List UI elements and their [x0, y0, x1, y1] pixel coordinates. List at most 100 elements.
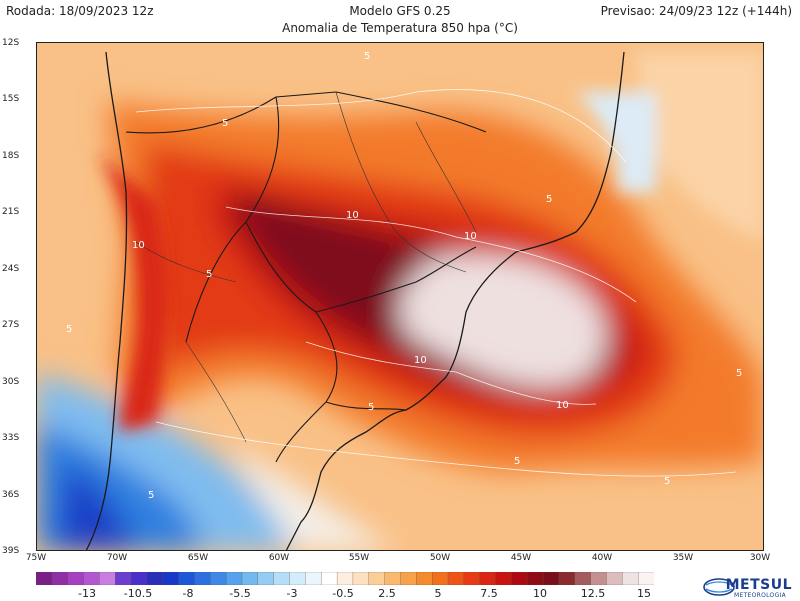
temperature-anomaly-map: 5 5 5 5 10 10 10 5 10 5 5 5 5 10 5 — [36, 42, 764, 551]
colorbar — [36, 572, 654, 585]
lon-label: 65W — [187, 553, 209, 563]
coastline — [285, 51, 625, 551]
model-label: Modelo GFS 0.25 — [349, 4, 451, 18]
lon-label: 55W — [348, 553, 370, 563]
colorbar-label: -5.5 — [229, 587, 251, 600]
extreme-warm-anomaly-zone — [398, 254, 606, 387]
contour-label: 5 — [664, 476, 670, 487]
metsul-logo-tagline: METEOROLOGIA — [733, 592, 786, 599]
lon-label: 35W — [672, 553, 694, 563]
lon-label: 75W — [25, 553, 47, 563]
contour-label: 5 — [514, 456, 520, 467]
globe-logo-icon — [703, 578, 735, 596]
contour-label: 5 — [206, 269, 212, 280]
colorbar-swatch — [273, 572, 290, 585]
colorbar-swatch — [130, 572, 148, 585]
contour-label: 5 — [364, 51, 370, 62]
colorbar-swatch — [257, 572, 275, 585]
state-border — [135, 91, 477, 443]
colorbar-swatch — [305, 572, 322, 585]
lon-label: 45W — [510, 553, 532, 563]
colorbar-label: -13 — [78, 587, 96, 600]
colorbar-swatch — [606, 572, 623, 585]
contour-label: 5 — [546, 194, 552, 205]
colorbar-swatch — [542, 572, 560, 585]
ocean-warm-east — [636, 52, 764, 242]
run-time-label: Rodada: 18/09/2023 12z — [6, 4, 154, 18]
contour-label: 5 — [148, 490, 154, 501]
colorbar-label: 10 — [533, 587, 547, 600]
lon-label: 60W — [268, 553, 290, 563]
lat-label: 33S — [2, 433, 20, 443]
colorbar-swatch — [51, 572, 69, 585]
colorbar-swatch — [352, 572, 370, 585]
lat-label: 36S — [2, 490, 20, 500]
contour-label: 5 — [736, 368, 742, 379]
colorbar-swatch — [99, 572, 116, 585]
colorbar-swatch — [321, 572, 338, 585]
colorbar-swatch — [527, 572, 544, 585]
colorbar-swatch — [83, 572, 100, 585]
cold-anomaly-zone — [56, 462, 136, 551]
metsul-logo-text: METSUL — [725, 577, 792, 593]
lon-label: 40W — [591, 553, 613, 563]
lat-label: 18S — [2, 151, 20, 161]
colorbar-swatch — [115, 572, 132, 585]
contour-label: 10 — [132, 240, 145, 251]
colorbar-swatch — [162, 572, 180, 585]
contour-label: 5 — [66, 324, 72, 335]
cool-ocean-east — [576, 92, 656, 192]
colorbar-swatch — [431, 572, 449, 585]
colorbar-label: -8 — [182, 587, 194, 600]
colorbar-swatch — [178, 572, 195, 585]
forecast-time-label: Previsao: 24/09/23 12z (+144h) — [600, 4, 792, 18]
colorbar-swatch — [638, 572, 654, 585]
colorbar-swatch — [336, 572, 354, 585]
lat-label: 12S — [2, 38, 20, 48]
colorbar-label: -0.5 — [332, 587, 354, 600]
contour-label: 10 — [464, 231, 477, 242]
lat-label: 30S — [2, 377, 20, 387]
colorbar-label: 2.5 — [378, 587, 396, 600]
colorbar-label: 15 — [637, 587, 651, 600]
lat-label: 39S — [2, 546, 20, 556]
contour-label: 5 — [222, 118, 228, 129]
lon-label: 30W — [749, 553, 771, 563]
colorbar-swatch — [400, 572, 417, 585]
colorbar-swatch — [289, 572, 306, 585]
contour-line — [305, 341, 597, 405]
contour-label: 10 — [556, 400, 569, 411]
colorbar-swatch — [210, 572, 227, 585]
lat-label: 24S — [2, 264, 20, 274]
contour-label: 10 — [414, 355, 427, 366]
map-subtitle: Anomalia de Temperatura 850 hpa (°C) — [282, 21, 518, 35]
colorbar-label: 5 — [434, 587, 442, 600]
neutral-anomaly-zone — [226, 442, 396, 551]
colorbar-swatch — [67, 572, 84, 585]
contour-label: 10 — [346, 210, 359, 221]
map-frame — [36, 42, 764, 551]
colorbar-swatch — [146, 572, 164, 585]
colorbar-label: -3 — [286, 587, 298, 600]
colorbar-swatch — [622, 572, 639, 585]
colorbar-swatch — [590, 572, 607, 585]
colorbar-swatch — [463, 572, 481, 585]
colorbar-swatch — [479, 572, 496, 585]
warm-anomaly-andes — [96, 152, 168, 432]
country-border — [125, 91, 487, 463]
contour-line — [135, 89, 627, 163]
contour-line — [225, 206, 637, 303]
lon-label: 50W — [429, 553, 451, 563]
colorbar-swatch — [36, 572, 53, 585]
lon-label: 70W — [106, 553, 128, 563]
colorbar-swatch — [416, 572, 433, 585]
colorbar-swatch — [447, 572, 465, 585]
colorbar-swatch — [558, 572, 576, 585]
colorbar-label: 7.5 — [480, 587, 498, 600]
colorbar-swatch — [368, 572, 386, 585]
colorbar-swatch — [574, 572, 592, 585]
colorbar-swatch — [194, 572, 211, 585]
contour-line — [155, 421, 737, 477]
colorbar-swatch — [241, 572, 259, 585]
colorbar-label: -10.5 — [123, 587, 153, 600]
